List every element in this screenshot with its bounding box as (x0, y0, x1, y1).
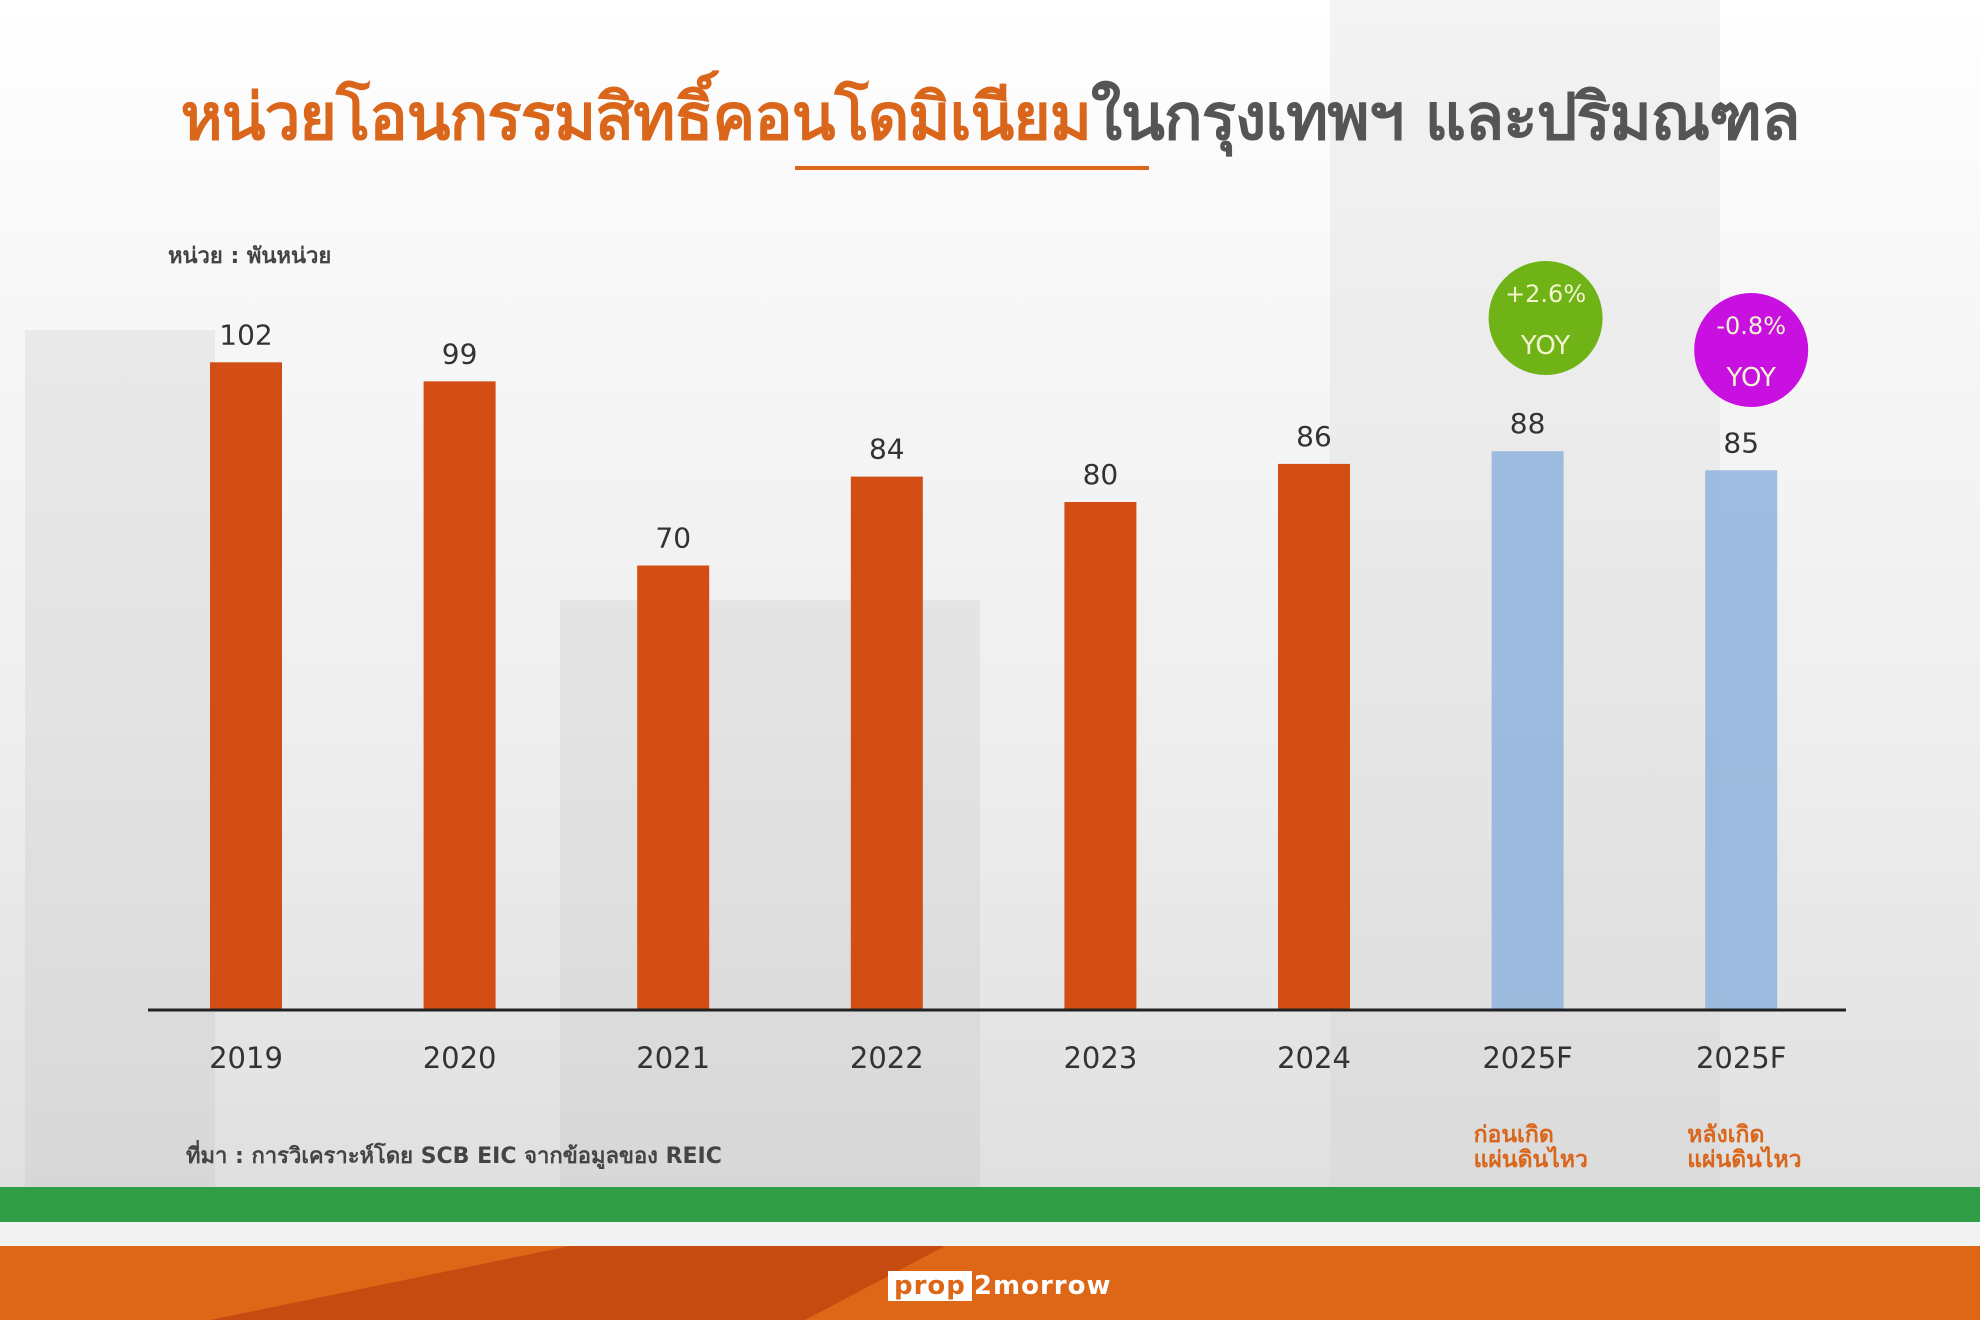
x-tick-label: 2022 (850, 1041, 924, 1075)
bar (850, 476, 923, 1011)
x-sublabel: หลังเกิด (1687, 1122, 1764, 1148)
background-building (25, 330, 215, 1190)
x-tick-label: 2023 (1063, 1041, 1137, 1075)
x-tick-label: 2024 (1277, 1041, 1351, 1075)
data-label: 88 (1510, 407, 1546, 440)
data-label: 85 (1723, 426, 1759, 459)
x-sublabel: แผ่นดินไหว (1474, 1145, 1588, 1173)
x-sublabel: แผ่นดินไหว (1687, 1145, 1801, 1173)
title-underline (795, 166, 1149, 170)
green-band (0, 1187, 1980, 1222)
divider-strip (0, 1222, 1980, 1246)
bar (1064, 502, 1137, 1010)
unit-label: หน่วย : พันหน่วย (168, 244, 332, 269)
title-highlight: หน่วยโอนกรรมสิทธิ์คอนโดมิเนียม (180, 81, 1092, 155)
data-label: 84 (869, 433, 905, 466)
bar (423, 381, 496, 1011)
bar (210, 362, 282, 1010)
yoy-badge (1694, 293, 1809, 407)
logo: prop 2morrow (888, 1270, 1112, 1302)
x-tick-label: 2019 (209, 1041, 283, 1075)
bar (637, 565, 710, 1010)
data-label: 99 (442, 337, 478, 370)
yoy-badge-value: -0.8% (1716, 312, 1786, 340)
logo-part2: 2morrow (973, 1271, 1112, 1301)
data-label: 86 (1296, 420, 1332, 453)
data-label: 102 (219, 318, 272, 351)
bar (1491, 451, 1564, 1010)
bar (1278, 463, 1350, 1010)
chart-title: หน่วยโอนกรรมสิทธิ์คอนโดมิเนียมในกรุงเทพฯ… (0, 66, 1980, 168)
x-tick-label: 2025F (1482, 1041, 1572, 1075)
source-note: ที่มา : การวิเคราะห์โดย SCB EIC จากข้อมู… (186, 1144, 722, 1169)
x-sublabel: ก่อนเกิด (1474, 1122, 1554, 1148)
x-tick-label: 2021 (636, 1041, 710, 1075)
bar (1705, 470, 1778, 1010)
yoy-badge-label: YOY (1520, 331, 1571, 361)
x-tick-label: 2020 (423, 1041, 497, 1075)
logo-part1: prop (888, 1271, 972, 1301)
x-tick-label: 2025F (1696, 1041, 1786, 1075)
title-rest: ในกรุงเทพฯ และปริมณฑล (1090, 81, 1801, 155)
yoy-badge (1488, 261, 1603, 375)
footer-band (0, 1246, 1980, 1320)
data-label: 80 (1083, 458, 1119, 491)
yoy-badge-value: +2.6% (1505, 280, 1586, 308)
yoy-badge-label: YOY (1726, 363, 1777, 393)
data-label: 70 (655, 522, 691, 555)
